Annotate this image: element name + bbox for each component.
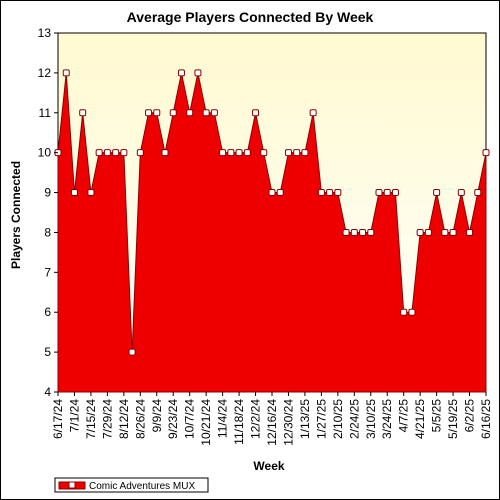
x-tick-label: 7/1/24: [67, 399, 81, 433]
data-point: [186, 109, 194, 117]
data-point: [202, 109, 210, 117]
y-axis-label: Players Connected: [9, 161, 23, 269]
data-point: [252, 109, 260, 117]
legend-box: [54, 477, 209, 493]
x-tick-label: 3/10/25: [364, 399, 378, 439]
y-tick-label: 11: [39, 106, 52, 120]
data-point: [334, 189, 342, 197]
legend-marker: [68, 481, 76, 489]
data-point: [62, 69, 70, 77]
data-point: [227, 149, 235, 157]
x-tick-label: 4/7/25: [397, 399, 411, 433]
data-point: [342, 228, 350, 236]
data-point: [194, 69, 202, 77]
data-point: [210, 109, 218, 117]
x-tick-label: 5/19/25: [446, 399, 460, 439]
data-point: [441, 228, 449, 236]
data-point: [317, 189, 325, 197]
data-point: [466, 228, 474, 236]
data-point: [293, 149, 301, 157]
y-tick-label: 9: [44, 186, 51, 200]
y-tick-label: 8: [44, 225, 51, 239]
x-tick-label: 9/9/24: [150, 399, 164, 433]
x-tick-label: 12/16/24: [265, 399, 279, 446]
x-tick-label: 6/16/25: [479, 399, 493, 439]
y-tick-label: 4: [44, 385, 51, 399]
x-tick-label: 1/27/25: [314, 399, 328, 439]
data-point: [235, 149, 243, 157]
data-point: [260, 149, 268, 157]
x-tick-label: 12/30/24: [281, 399, 295, 446]
data-point: [309, 109, 317, 117]
data-point: [219, 149, 227, 157]
legend-label: Comic Adventures MUX: [89, 481, 195, 492]
x-tick-label: 7/15/24: [84, 399, 98, 439]
data-point: [449, 228, 457, 236]
x-tick-label: 6/2/25: [463, 399, 477, 433]
x-axis-label: Week: [253, 459, 284, 473]
data-point: [128, 348, 136, 356]
data-point: [95, 149, 103, 157]
data-point: [112, 149, 120, 157]
y-tick-label: 7: [44, 265, 51, 279]
x-tick-label: 8/26/24: [133, 399, 147, 439]
y-tick-label: 6: [44, 305, 51, 319]
data-point: [326, 189, 334, 197]
data-point: [474, 189, 482, 197]
data-point: [136, 149, 144, 157]
data-point: [268, 189, 276, 197]
y-tick-label: 10: [38, 146, 52, 160]
data-point: [383, 189, 391, 197]
data-point: [276, 189, 284, 197]
data-point: [301, 149, 309, 157]
x-tick-label: 4/21/25: [413, 399, 427, 439]
y-tick-label: 5: [44, 345, 51, 359]
data-point: [153, 109, 161, 117]
data-point: [243, 149, 251, 157]
data-point: [424, 228, 432, 236]
data-point: [350, 228, 358, 236]
y-tick-label: 13: [38, 26, 52, 40]
data-point: [103, 149, 111, 157]
data-point: [161, 149, 169, 157]
x-tick-label: 11/4/24: [216, 399, 230, 438]
data-point: [391, 189, 399, 197]
x-tick-label: 9/23/24: [166, 399, 180, 439]
data-point: [359, 228, 367, 236]
x-tick-label: 10/7/24: [183, 399, 197, 439]
x-tick-label: 10/21/24: [199, 399, 213, 446]
data-point: [367, 228, 375, 236]
x-tick-label: 3/24/25: [380, 399, 394, 439]
data-point: [375, 189, 383, 197]
data-point: [416, 228, 424, 236]
x-tick-label: 7/29/24: [100, 399, 114, 439]
data-point: [70, 189, 78, 197]
data-point: [408, 308, 416, 316]
x-tick-label: 5/5/25: [430, 399, 444, 433]
x-tick-label: 11/18/24: [232, 399, 246, 445]
data-point: [87, 189, 95, 197]
legend: Comic Adventures MUX: [54, 477, 209, 493]
chart-title: Average Players Connected By Week: [127, 9, 374, 25]
data-point: [433, 189, 441, 197]
x-tick-label: 1/13/25: [298, 399, 312, 439]
x-tick-label: 2/24/25: [347, 399, 361, 439]
data-point: [145, 109, 153, 117]
data-point: [457, 189, 465, 197]
data-point: [284, 149, 292, 157]
y-tick-label: 12: [38, 66, 52, 80]
x-tick-label: 12/2/24: [249, 399, 263, 439]
data-point: [169, 109, 177, 117]
x-tick-label: 6/17/24: [51, 399, 65, 439]
data-point: [177, 69, 185, 77]
x-tick-label: 8/12/24: [117, 399, 131, 439]
x-tick-label: 2/10/25: [331, 399, 345, 439]
data-point: [400, 308, 408, 316]
data-point: [482, 149, 490, 157]
data-point: [79, 109, 87, 117]
data-point: [120, 149, 128, 157]
